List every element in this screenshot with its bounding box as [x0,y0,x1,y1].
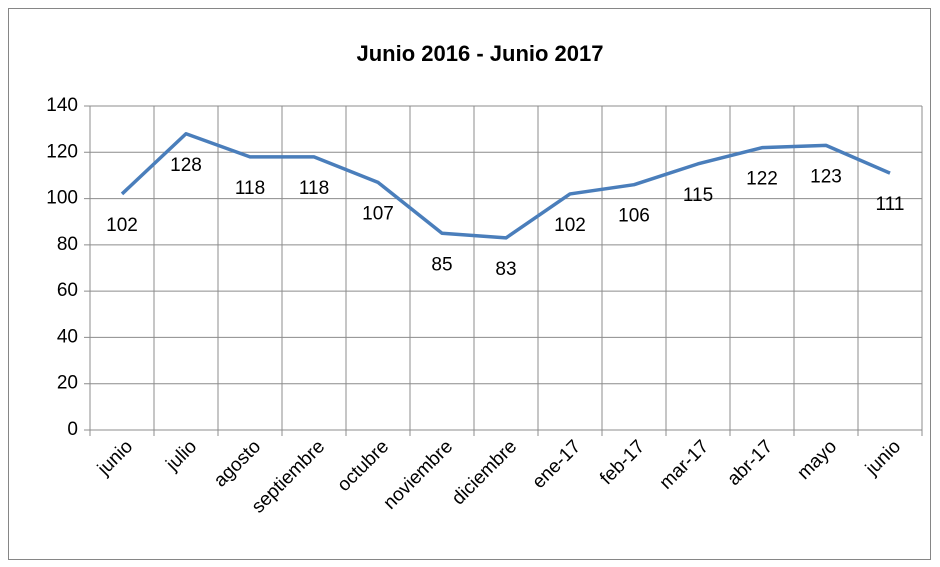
chart-title: Junio 2016 - Junio 2017 [357,41,604,66]
chart-border [8,8,931,560]
data-line [120,132,891,240]
data-label: 122 [746,169,778,190]
data-label: 102 [554,215,586,236]
y-tick-label: 100 [46,188,78,209]
y-tick-label: 120 [46,141,78,162]
y-tick-label: 80 [57,234,78,255]
y-tick-label: 60 [57,280,78,301]
y-tick-label: 40 [57,326,78,347]
y-tick-label: 140 [46,95,78,116]
data-label: 118 [299,178,329,199]
data-label: 118 [235,178,265,199]
data-label: 102 [106,215,138,236]
y-tick-label: 20 [57,373,78,394]
data-label: 85 [431,254,452,275]
y-tick-label: 0 [67,419,78,440]
data-label: 123 [810,166,842,187]
data-label: 115 [683,185,713,206]
data-label: 128 [170,155,202,176]
data-label: 83 [495,259,516,280]
data-label: 106 [618,206,650,227]
data-label: 111 [876,194,905,215]
data-label: 107 [362,203,394,224]
